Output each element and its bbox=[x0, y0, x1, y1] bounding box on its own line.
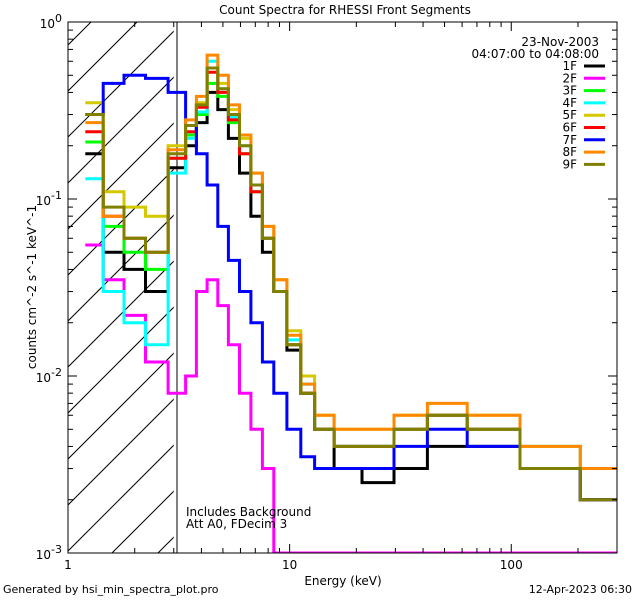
legend-label-7F: 7F bbox=[562, 133, 577, 147]
legend-label-4F: 4F bbox=[562, 96, 577, 110]
header-date: 23-Nov-2003 bbox=[521, 35, 599, 49]
y-tick-label: 100 bbox=[40, 12, 62, 31]
hatch-line bbox=[68, 306, 174, 414]
legend-label-3F: 3F bbox=[562, 84, 577, 98]
x-tick-label: 100 bbox=[500, 558, 523, 572]
plot-frame bbox=[67, 21, 618, 554]
hatch-line bbox=[68, 398, 174, 506]
hatch-line bbox=[68, 168, 174, 276]
legend-label-9F: 9F bbox=[562, 157, 577, 171]
legend-label-2F: 2F bbox=[562, 71, 577, 85]
excluded-region-hatch bbox=[0, 0, 174, 553]
y-tick-label: 10-1 bbox=[36, 189, 62, 208]
header-time-range: 04:07:00 to 04:08:00 bbox=[472, 47, 599, 61]
series-line-9F bbox=[85, 66, 617, 502]
annotation-background: Includes Background bbox=[186, 505, 311, 519]
hatch-line bbox=[68, 352, 174, 460]
footer-generated-by: Generated by hsi_min_spectra_plot.pro bbox=[3, 583, 219, 596]
legend-label-6F: 6F bbox=[562, 121, 577, 135]
series-line-2F bbox=[85, 243, 617, 553]
footer-timestamp: 12-Apr-2023 06:30 bbox=[528, 583, 632, 596]
series-line-8F bbox=[85, 53, 617, 470]
x-tick-label: 10 bbox=[282, 558, 297, 572]
chart-title: Count Spectra for RHESSI Front Segments bbox=[219, 3, 471, 17]
x-axis-label: Energy (keV) bbox=[304, 574, 381, 588]
y-axis-label: counts cm^-2 s^-1 keV^-1 bbox=[25, 205, 39, 369]
series-line-7F bbox=[85, 73, 617, 502]
hatch-line bbox=[68, 214, 174, 322]
legend-label-5F: 5F bbox=[562, 108, 577, 122]
y-tick-label: 10-3 bbox=[36, 543, 62, 562]
hatch-line bbox=[68, 444, 174, 552]
series-line-4F bbox=[85, 59, 617, 502]
hatch-line bbox=[68, 22, 138, 92]
hatch-line bbox=[68, 30, 174, 138]
hatch-line bbox=[0, 0, 28, 553]
series-line-6F bbox=[85, 70, 617, 502]
x-tick-label: 1 bbox=[64, 558, 72, 572]
series-line-1F bbox=[85, 90, 617, 502]
axis-ticks bbox=[67, 21, 618, 554]
annotation-attenuator: Att A0, FDecim 3 bbox=[186, 517, 287, 531]
hatch-line bbox=[68, 76, 174, 184]
hatch-line bbox=[68, 122, 174, 230]
legend-label-1F: 1F bbox=[562, 59, 577, 73]
y-tick-label: 10-2 bbox=[36, 366, 62, 385]
legend-label-8F: 8F bbox=[562, 145, 577, 159]
series-layer bbox=[85, 53, 617, 553]
hatch-line bbox=[68, 260, 174, 368]
hatch-line bbox=[111, 490, 174, 553]
